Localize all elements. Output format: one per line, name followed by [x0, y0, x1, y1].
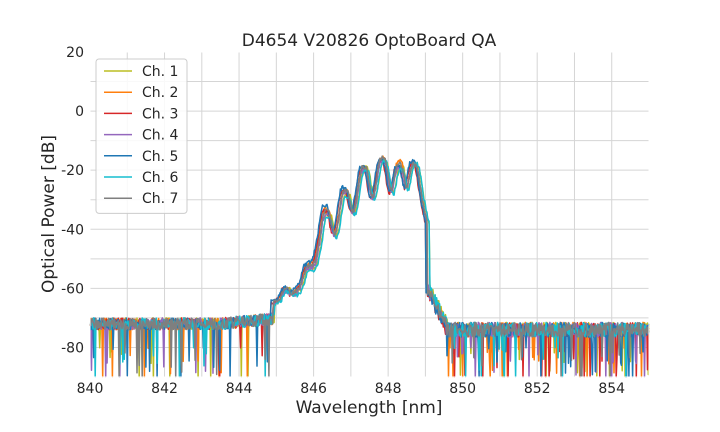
plot-frame — [89, 51, 650, 378]
legend-label: Ch. 3 — [142, 106, 178, 122]
y-tick-label: 20 — [66, 45, 84, 61]
x-tick-label: 848 — [375, 381, 402, 397]
legend-label: Ch. 5 — [142, 149, 178, 165]
chart-title: D4654 V20826 OptoBoard QA — [242, 31, 497, 51]
x-tick-label: 846 — [300, 381, 327, 397]
legend-label: Ch. 1 — [142, 64, 178, 80]
y-tick-label: 0 — [75, 104, 84, 120]
x-tick-labels: 840 842 844 846 848 850 852 854 — [77, 381, 626, 397]
legend-label: Ch. 2 — [142, 85, 178, 101]
x-tick-label: 840 — [77, 381, 104, 397]
legend-label: Ch. 6 — [142, 170, 179, 186]
series-layer — [89, 155, 650, 378]
legend-label: Ch. 4 — [142, 128, 179, 144]
x-tick-label: 852 — [524, 381, 551, 397]
y-tick-label: -60 — [61, 281, 84, 297]
x-axis-label: Wavelength [nm] — [296, 398, 443, 418]
y-tick-label: -40 — [61, 222, 84, 238]
x-tick-label: 842 — [151, 381, 178, 397]
y-axis-label: Optical Power [dB] — [39, 135, 59, 293]
series-line-7 — [89, 155, 650, 378]
legend-label: Ch. 7 — [142, 191, 178, 207]
y-tick-label: -80 — [61, 340, 84, 356]
x-tick-label: 854 — [598, 381, 625, 397]
x-tick-label: 844 — [226, 381, 253, 397]
y-tick-label: -20 — [61, 163, 84, 179]
legend-box — [95, 58, 188, 214]
x-tick-label: 850 — [449, 381, 476, 397]
y-tick-labels: 20 0 -20 -40 -60 -80 — [61, 45, 84, 356]
legend: Ch. 1 Ch. 2 Ch. 3 Ch. 4 Ch. 5 Ch. 6 Ch. 7 — [95, 58, 188, 214]
